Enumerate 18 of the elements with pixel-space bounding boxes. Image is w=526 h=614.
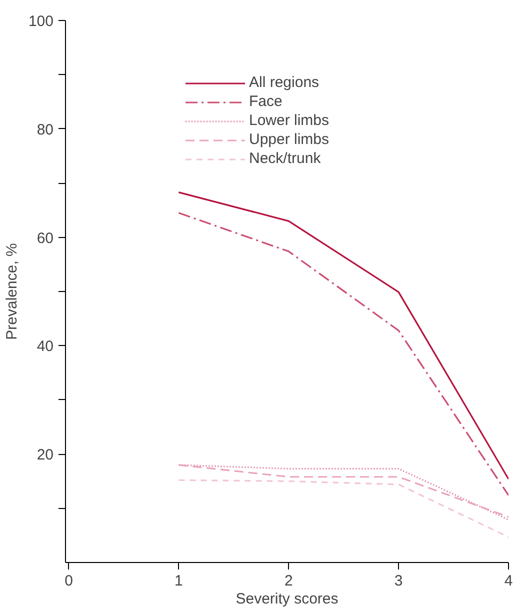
- y-tick-label: 100: [28, 13, 54, 30]
- x-tick-label: 1: [174, 572, 183, 590]
- x-tick-label: 2: [284, 572, 293, 590]
- legend-label: Upper limbs: [249, 131, 330, 148]
- x-axis-title: Severity scores: [236, 590, 338, 608]
- y-tick-label: 80: [36, 121, 54, 138]
- legend-label: Lower limbs: [249, 112, 330, 129]
- x-tick-label: 3: [394, 572, 403, 590]
- legend-label: Neck/trunk: [249, 150, 321, 167]
- x-tick-label: 4: [504, 572, 513, 590]
- legend-label: Face: [249, 93, 282, 110]
- y-tick-label: 60: [36, 230, 54, 247]
- x-tick-label: 0: [64, 572, 73, 590]
- y-tick-label: 20: [36, 446, 54, 464]
- y-tick-label: 40: [36, 338, 54, 356]
- legend-label: All regions: [249, 74, 320, 91]
- line-series: [178, 479, 508, 538]
- y-axis-title: Prevalence, %: [3, 243, 20, 340]
